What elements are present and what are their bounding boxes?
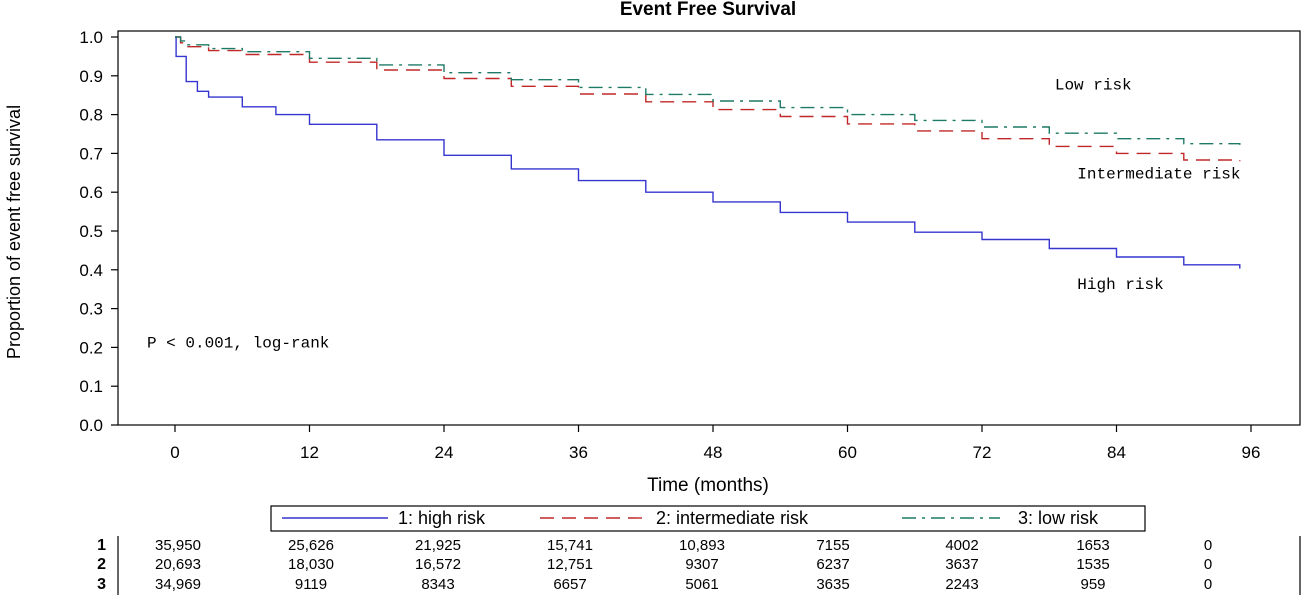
- at-risk-row-label: 3: [97, 576, 106, 593]
- at-risk-cell: 7155: [816, 537, 849, 554]
- y-axis-label: Proportion of event free survival: [4, 105, 24, 359]
- at-risk-cell: 6657: [553, 576, 586, 593]
- legend: 1: high risk 2: intermediate risk 3: low r…: [270, 505, 1146, 532]
- y-tick-label: 0.3: [79, 300, 103, 319]
- x-tick-label: 96: [1242, 443, 1261, 462]
- x-tick-label: 0: [170, 443, 179, 462]
- at-risk-cell: 35,950: [155, 537, 201, 554]
- chart-annotation: P < 0.001, log-rank: [147, 334, 329, 352]
- at-risk-cell: 9307: [685, 556, 718, 573]
- at-risk-cell: 959: [1080, 576, 1105, 593]
- at-risk-cell: 2243: [945, 576, 978, 593]
- at-risk-cell: 5061: [685, 576, 718, 593]
- series-line-3: [175, 36, 1241, 145]
- at-risk-cell: 0: [1204, 537, 1212, 554]
- at-risk-cell: 6237: [816, 556, 849, 573]
- at-risk-row-label: 1: [97, 537, 106, 554]
- at-risk-cell: 1535: [1076, 556, 1109, 573]
- at-risk-cell: 0: [1204, 556, 1212, 573]
- x-tick-label: 60: [838, 443, 857, 462]
- at-risk-cell: 0: [1204, 576, 1212, 593]
- y-tick-label: 0.9: [79, 67, 103, 86]
- at-risk-cell: 20,693: [155, 556, 201, 573]
- at-risk-cell: 18,030: [288, 556, 334, 573]
- at-risk-cell: 21,925: [415, 537, 461, 554]
- x-tick-label: 36: [569, 443, 588, 462]
- x-axis-label: Time (months): [647, 475, 769, 496]
- y-tick-label: 0.8: [79, 106, 103, 125]
- at-risk-cell: 1653: [1076, 537, 1109, 554]
- y-tick-label: 0.2: [79, 338, 103, 357]
- x-tick-label: 84: [1107, 443, 1126, 462]
- x-tick-label: 72: [973, 443, 992, 462]
- plot-frame: [117, 30, 1301, 426]
- chart-annotation: Low risk: [1055, 76, 1132, 94]
- series-line-2: [175, 36, 1241, 162]
- axes: 0.0 0.1 0.2 0.3 0.4 0.5 0.6 0.7 0.8 0.9 1.0 0 12 24 36…: [79, 28, 1260, 462]
- chart-annotation: Intermediate risk: [1077, 166, 1240, 184]
- y-tick-label: 0.4: [79, 261, 103, 280]
- x-tick-label: 12: [300, 443, 319, 462]
- at-risk-cell: 3635: [816, 576, 849, 593]
- at-risk-cell: 10,893: [679, 537, 725, 554]
- x-tick-label: 48: [704, 443, 723, 462]
- legend-label-3: 3: low risk: [1018, 508, 1099, 528]
- legend-label-1: 1: high risk: [398, 508, 486, 528]
- at-risk-cell: 3637: [945, 556, 978, 573]
- at-risk-row-label: 2: [97, 556, 106, 573]
- at-risk-cell: 4002: [945, 537, 978, 554]
- at-risk-cell: 12,751: [547, 556, 593, 573]
- at-risk-cell: 25,626: [288, 537, 334, 554]
- y-tick-label: 0.6: [79, 183, 103, 202]
- annotations: Low risk Intermediate risk High risk P < 0.…: [147, 76, 1241, 352]
- y-tick-label: 1.0: [79, 28, 103, 47]
- y-tick-label: 0.1: [79, 377, 103, 396]
- at-risk-cell: 9119: [295, 576, 327, 593]
- y-tick-label: 0.7: [79, 144, 103, 163]
- series-layer: [175, 36, 1241, 269]
- at-risk-cell: 34,969: [155, 576, 201, 593]
- y-tick-label: 0.5: [79, 222, 103, 241]
- legend-label-2: 2: intermediate risk: [656, 508, 809, 528]
- y-tick-label: 0.0: [79, 416, 103, 435]
- at-risk-cell: 15,741: [547, 537, 593, 554]
- at-risk-cell: 16,572: [415, 556, 461, 573]
- chart-title: Event Free Survival: [620, 0, 796, 20]
- at-risk-cell: 8343: [421, 576, 454, 593]
- at-risk-table: 1 35,950 25,626 21,925 15,741 10,893 7155 4002 1…: [97, 536, 1301, 595]
- chart-annotation: High risk: [1077, 276, 1163, 294]
- series-line-1: [175, 36, 1241, 269]
- x-tick-label: 24: [435, 443, 454, 462]
